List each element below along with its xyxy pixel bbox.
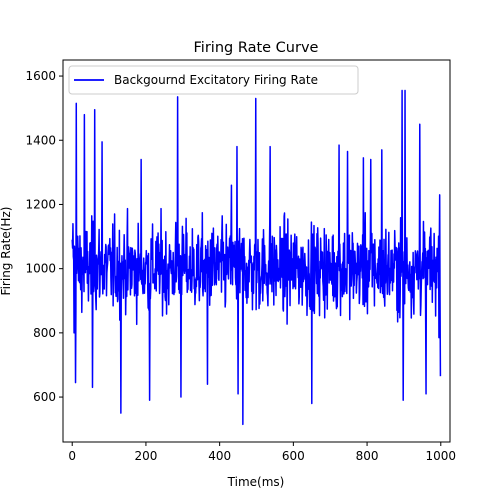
x-tick-label: 600 <box>282 449 305 463</box>
x-tick-label: 800 <box>356 449 379 463</box>
axis-ticks: 0 200 400 600 800 1000 600 800 1000 1200 1400 1600 <box>25 69 456 463</box>
y-tick-label: 1600 <box>25 69 56 83</box>
chart-title: Firing Rate Curve <box>194 40 319 56</box>
y-tick-label: 1200 <box>25 197 56 211</box>
y-tick-label: 1000 <box>25 262 56 276</box>
y-tick-label: 1400 <box>25 133 56 147</box>
legend-entry-label: Backgournd Excitatory Firing Rate <box>114 73 318 87</box>
legend-box <box>68 65 359 95</box>
legend: Backgournd Excitatory Firing Rate <box>68 65 359 95</box>
axes-frame <box>62 59 451 443</box>
x-axis-label: Time(ms) <box>227 475 285 489</box>
x-tick-label: 0 <box>68 449 76 463</box>
y-tick-label: 600 <box>33 390 56 404</box>
x-tick-label: 1000 <box>426 449 457 463</box>
series-line-background-excitatory <box>71 89 442 426</box>
plot-area <box>71 89 442 426</box>
y-tick-label: 800 <box>33 326 56 340</box>
x-tick-label: 400 <box>208 449 231 463</box>
y-axis-label: Firing Rate(Hz) <box>0 207 13 296</box>
x-tick-label: 200 <box>134 449 157 463</box>
